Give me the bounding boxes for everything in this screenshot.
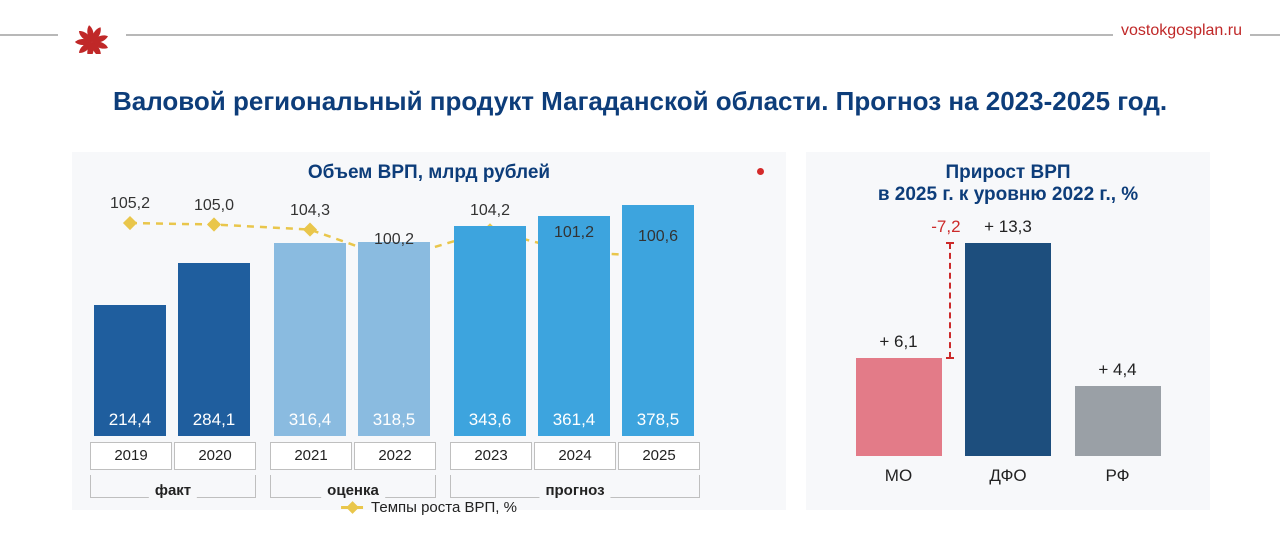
bar-МО: + 6,1: [856, 358, 942, 456]
growth-label: 100,2: [374, 231, 414, 249]
group-оценка: оценка: [270, 475, 436, 498]
year-2021: 2021: [270, 442, 352, 470]
bar-value: 343,6: [454, 410, 526, 430]
diff-tick: [946, 242, 954, 244]
chart-right-plot: + 6,1+ 13,3+ 4,4-7,2: [832, 232, 1184, 456]
bar-value: 318,5: [358, 410, 430, 430]
year-2023: 2023: [450, 442, 532, 470]
bar-2024: 361,4: [538, 216, 610, 436]
bar-2020: 284,1: [178, 263, 250, 436]
diff-line: [949, 243, 952, 358]
year-2025: 2025: [618, 442, 700, 470]
growth-label: 104,3: [290, 202, 330, 220]
bar-ДФО: + 13,3: [965, 243, 1051, 456]
year-2022: 2022: [354, 442, 436, 470]
growth-label: 101,2: [554, 224, 594, 242]
page-title: Валовой региональный продукт Магаданской…: [0, 86, 1280, 117]
chart-right-title-l1: Прирост ВРП: [945, 162, 1070, 183]
bar-value: 316,4: [274, 410, 346, 430]
chart-right-title: Прирост ВРП в 2025 г. к уровню 2022 г., …: [806, 152, 1210, 206]
diff-tick: [946, 357, 954, 359]
legend-label: Темпы роста ВРП, %: [371, 499, 517, 516]
bar-value: 284,1: [178, 410, 250, 430]
bar-value: 214,4: [94, 410, 166, 430]
year-2020: 2020: [174, 442, 256, 470]
category-РФ: РФ: [1105, 466, 1129, 486]
group-прогноз: прогноз: [450, 475, 700, 498]
bar-РФ: + 4,4: [1075, 386, 1161, 456]
group-label: оценка: [321, 482, 385, 499]
year-2024: 2024: [534, 442, 616, 470]
header-rule: [0, 34, 1280, 36]
marker-dot: [757, 168, 764, 175]
growth-label: 104,2: [470, 202, 510, 220]
category-МО: МО: [885, 466, 912, 486]
bar-2022: 318,5: [358, 242, 430, 436]
group-label: прогноз: [539, 482, 610, 499]
legend-marker: [341, 506, 363, 509]
bar-label: + 6,1: [856, 332, 942, 352]
chart-right-title-l2: в 2025 г. к уровню 2022 г., %: [878, 184, 1138, 205]
group-label: факт: [149, 482, 197, 499]
chart-left-plot: 214,4 284,1 316,4 318,5 343,6 361,4 378,5 105,2…: [88, 192, 770, 436]
bar-2021: 316,4: [274, 243, 346, 436]
bar-value: 378,5: [622, 410, 694, 430]
bar-label: + 13,3: [965, 217, 1051, 237]
chart-vrp-growth: Прирост ВРП в 2025 г. к уровню 2022 г., …: [806, 152, 1210, 510]
site-logo: [58, 18, 126, 54]
category-ДФО: ДФО: [989, 466, 1026, 486]
growth-legend: Темпы роста ВРП, %: [341, 499, 517, 516]
site-url: vostokgosplan.ru: [1113, 22, 1250, 40]
year-2019: 2019: [90, 442, 172, 470]
bar-value: 361,4: [538, 410, 610, 430]
bar-2023: 343,6: [454, 226, 526, 436]
group-факт: факт: [90, 475, 256, 498]
growth-label: 100,6: [638, 228, 678, 246]
growth-label: 105,2: [110, 195, 150, 213]
diff-label: -7,2: [931, 217, 960, 237]
bar-2019: 214,4: [94, 305, 166, 436]
chart-vrp-volume: Объем ВРП, млрд рублей 214,4 284,1 316,4 31…: [72, 152, 786, 510]
growth-label: 105,0: [194, 197, 234, 215]
chart-left-title: Объем ВРП, млрд рублей: [72, 152, 786, 184]
bar-label: + 4,4: [1075, 360, 1161, 380]
